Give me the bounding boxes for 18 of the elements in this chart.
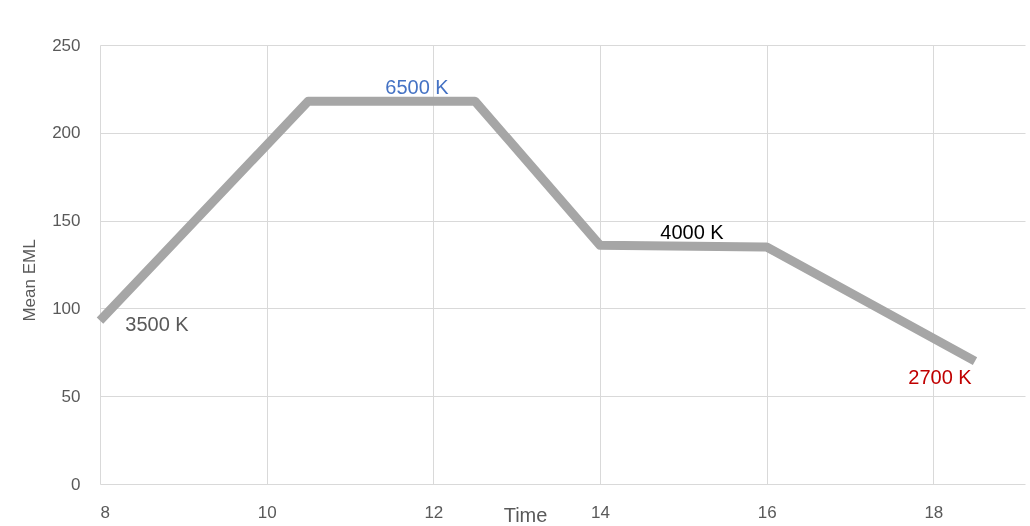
x-tick-label: 16 xyxy=(757,502,777,522)
y-tick-label: 150 xyxy=(52,211,81,231)
y-tick-label: 50 xyxy=(61,386,81,406)
annotation: 3500 K xyxy=(125,313,190,335)
y-tick-label: 200 xyxy=(52,123,81,143)
annotation: 6500 K xyxy=(385,76,450,98)
y-tick-label: 0 xyxy=(71,474,81,494)
annotation: 2700 K xyxy=(908,366,973,388)
x-tick-label: 14 xyxy=(591,502,610,522)
x-tick-label: 8 xyxy=(100,502,110,522)
y-axis-title: Mean EML xyxy=(19,239,39,322)
y-tick-label: 100 xyxy=(52,298,81,318)
y-tick-label: 250 xyxy=(52,35,81,55)
x-axis-title: Time xyxy=(503,503,548,526)
x-tick-label: 12 xyxy=(424,502,444,522)
x-tick-label: 18 xyxy=(924,502,944,522)
annotation: 4000 K xyxy=(660,221,725,243)
x-tick-label: 10 xyxy=(257,502,277,522)
